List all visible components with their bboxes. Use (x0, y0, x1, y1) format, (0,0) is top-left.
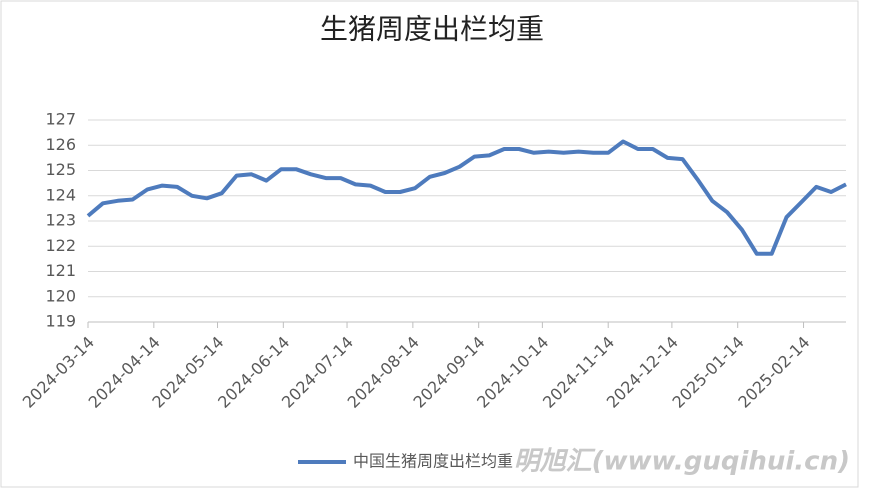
y-tick-label: 121 (45, 261, 76, 280)
data-line (86, 139, 847, 256)
y-tick-label: 123 (45, 211, 76, 230)
watermark: 明旭汇(www.guqihui.cn) (514, 447, 850, 477)
legend-label: 中国生猪周度出栏均重 (353, 452, 513, 471)
y-tick-label: 124 (45, 185, 76, 204)
y-tick-label: 122 (45, 236, 76, 255)
y-tick-label: 127 (45, 110, 76, 129)
y-tick-label: 120 (45, 286, 76, 305)
chart-title: 生猪周度出栏均重 (320, 13, 544, 45)
y-tick-label: 119 (45, 312, 76, 331)
y-tick-label: 126 (45, 135, 76, 154)
y-tick-label: 125 (45, 160, 76, 179)
